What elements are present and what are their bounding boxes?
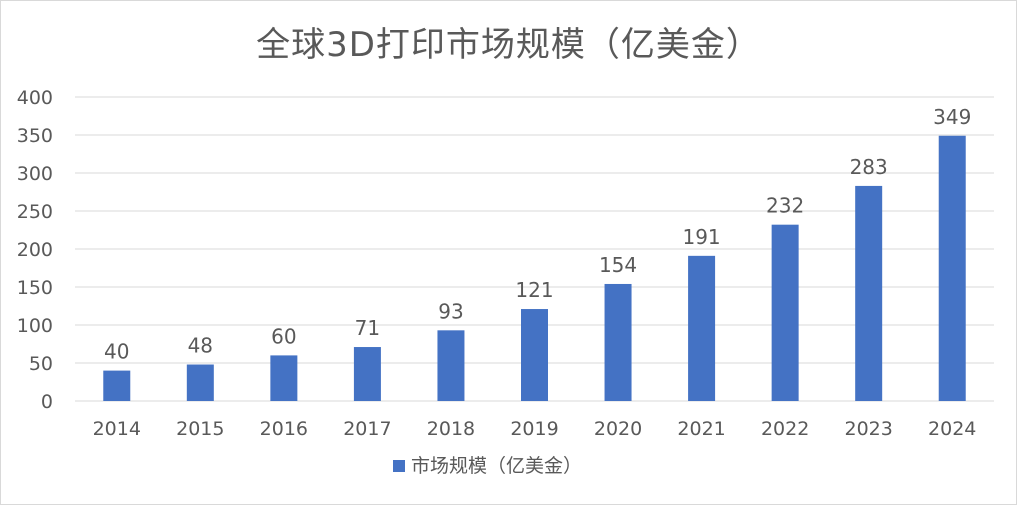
- legend: 市场规模（亿美金）: [393, 455, 582, 477]
- data-label: 349: [933, 105, 971, 129]
- y-tick-label: 150: [17, 277, 53, 299]
- bar: [521, 309, 548, 401]
- data-label: 60: [271, 324, 296, 348]
- y-tick-label: 100: [17, 315, 53, 337]
- x-tick-label: 2024: [928, 418, 976, 440]
- x-tick-label: 2023: [845, 418, 893, 440]
- chart-title: 全球3D打印市场规模（亿美金）: [256, 25, 761, 65]
- y-tick-label: 250: [17, 201, 53, 223]
- bar: [604, 283, 632, 401]
- bar: [353, 347, 381, 401]
- x-tick-label: 2019: [510, 418, 558, 440]
- x-tick-label: 2016: [260, 418, 308, 440]
- y-tick-label: 0: [41, 391, 53, 413]
- bar: [688, 255, 716, 401]
- legend-swatch: [393, 460, 405, 472]
- y-tick-label: 400: [17, 87, 53, 109]
- x-tick-label: 2022: [761, 418, 809, 440]
- data-label: 71: [355, 316, 380, 340]
- data-label: 48: [188, 334, 213, 358]
- x-tick-label: 2020: [594, 418, 642, 440]
- data-label: 40: [104, 340, 129, 364]
- x-tick-label: 2014: [93, 418, 141, 440]
- data-label: 93: [438, 299, 463, 323]
- y-tick-label: 300: [17, 163, 53, 185]
- y-tick-label: 350: [17, 125, 53, 147]
- x-tick-label: 2017: [343, 418, 391, 440]
- legend-label: 市场规模（亿美金）: [411, 455, 582, 477]
- data-label: 191: [682, 225, 720, 249]
- data-label: 232: [766, 194, 804, 218]
- bar: [771, 224, 799, 401]
- data-label: 121: [515, 278, 553, 302]
- x-tick-label: 2018: [427, 418, 475, 440]
- data-label: 283: [850, 155, 888, 179]
- data-label: 154: [599, 253, 637, 277]
- bar: [938, 135, 966, 401]
- y-tick-label: 200: [17, 239, 53, 261]
- x-tick-label: 2015: [176, 418, 224, 440]
- y-tick-label: 50: [29, 353, 53, 375]
- bar: [186, 364, 214, 401]
- bar: [437, 330, 465, 401]
- bar: [103, 370, 131, 401]
- x-tick-label: 2021: [677, 418, 725, 440]
- bar: [855, 185, 883, 401]
- bar: [270, 355, 298, 401]
